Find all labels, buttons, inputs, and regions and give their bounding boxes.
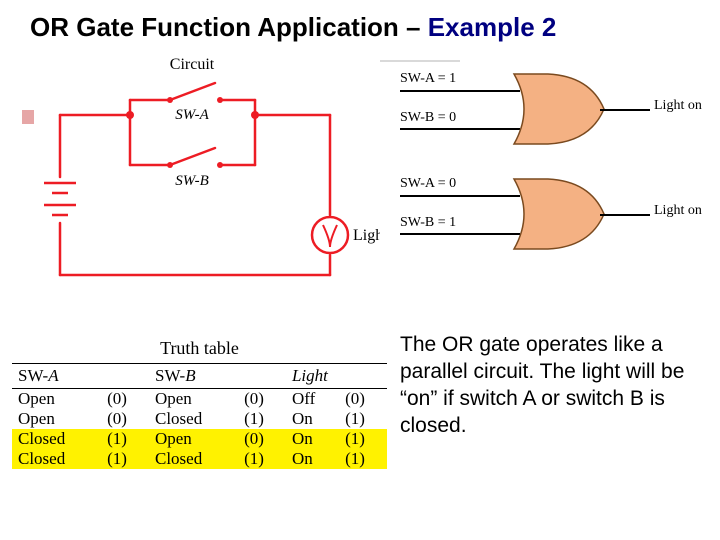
table-cell: (1) (339, 429, 387, 449)
table-row: Open(0)Open(0)Off(0) (12, 389, 387, 410)
table-cell: On (286, 429, 339, 449)
table-cell: Off (286, 389, 339, 410)
table-cell: Open (12, 389, 101, 410)
gate1-line-b (400, 128, 520, 130)
title-emphasis: Example 2 (428, 12, 557, 42)
th-b: B (185, 366, 195, 385)
circuit-diagram: Circuit SW-A SW-B Light (20, 55, 380, 305)
truth-table: SW-A SW-B Light Open(0)Open(0)Off(0)Open… (12, 363, 387, 469)
table-row: Closed(1)Open(0)On(1) (12, 429, 387, 449)
gate2-output-label: Light on (654, 203, 702, 219)
table-header-row: SW-A SW-B Light (12, 364, 387, 389)
gate1-line-a (400, 90, 520, 92)
page-title: OR Gate Function Application – Example 2 (30, 12, 556, 43)
gate1-out-line (600, 109, 650, 111)
table-cell: (0) (339, 389, 387, 410)
gate2-line-b (400, 233, 520, 235)
table-cell: (0) (101, 409, 149, 429)
table-cell: (0) (238, 389, 286, 410)
or-gates: SW-A = 1 SW-B = 0 Light on SW-A = 0 SW-B… (400, 68, 710, 288)
gate1-input-b-label: SW-B = 0 (400, 110, 456, 126)
table-cell: (1) (339, 449, 387, 469)
truth-table-caption: Truth table (12, 338, 387, 359)
or-gate-2: SW-A = 0 SW-B = 1 Light on (400, 173, 710, 263)
gate1-output-label: Light on (654, 98, 702, 114)
title-prefix: OR Gate Function Application – (30, 12, 428, 42)
table-cell: (0) (101, 389, 149, 410)
gate2-input-a-label: SW-A = 0 (400, 176, 456, 192)
table-row: Closed(1)Closed(1)On(1) (12, 449, 387, 469)
truth-table-area: Truth table SW-A SW-B Light Open(0)Open(… (12, 338, 387, 469)
table-cell: (1) (101, 429, 149, 449)
table-cell: (1) (238, 449, 286, 469)
table-cell: (0) (238, 429, 286, 449)
table-cell: Open (149, 429, 238, 449)
circuit-svg: Circuit SW-A SW-B Light (20, 55, 380, 305)
gate2-line-a (400, 195, 520, 197)
table-row: Open(0)Closed(1)On(1) (12, 409, 387, 429)
table-cell: Open (12, 409, 101, 429)
table-cell: Closed (12, 429, 101, 449)
th-light: Light (286, 364, 387, 389)
circuit-label-swb: SW-B (175, 173, 209, 189)
shadow-bar (380, 60, 460, 62)
circuit-label-light: Light (353, 227, 380, 244)
table-cell: Closed (12, 449, 101, 469)
table-cell: On (286, 449, 339, 469)
table-cell: Open (149, 389, 238, 410)
table-cell: On (286, 409, 339, 429)
or-gate-1-icon (508, 72, 608, 146)
gate1-input-a-label: SW-A = 1 (400, 71, 456, 87)
table-cell: Closed (149, 449, 238, 469)
table-cell: (1) (101, 449, 149, 469)
th-a: A (48, 366, 58, 385)
or-gate-2-icon (508, 177, 608, 251)
gate2-input-b-label: SW-B = 1 (400, 215, 456, 231)
table-cell: (1) (238, 409, 286, 429)
circuit-label-swa: SW-A (175, 107, 209, 123)
table-cell: (1) (339, 409, 387, 429)
circuit-label-top: Circuit (170, 56, 215, 73)
or-gate-1: SW-A = 1 SW-B = 0 Light on (400, 68, 710, 158)
explanation-text: The OR gate operates like a parallel cir… (400, 332, 700, 440)
gate2-out-line (600, 214, 650, 216)
table-cell: Closed (149, 409, 238, 429)
